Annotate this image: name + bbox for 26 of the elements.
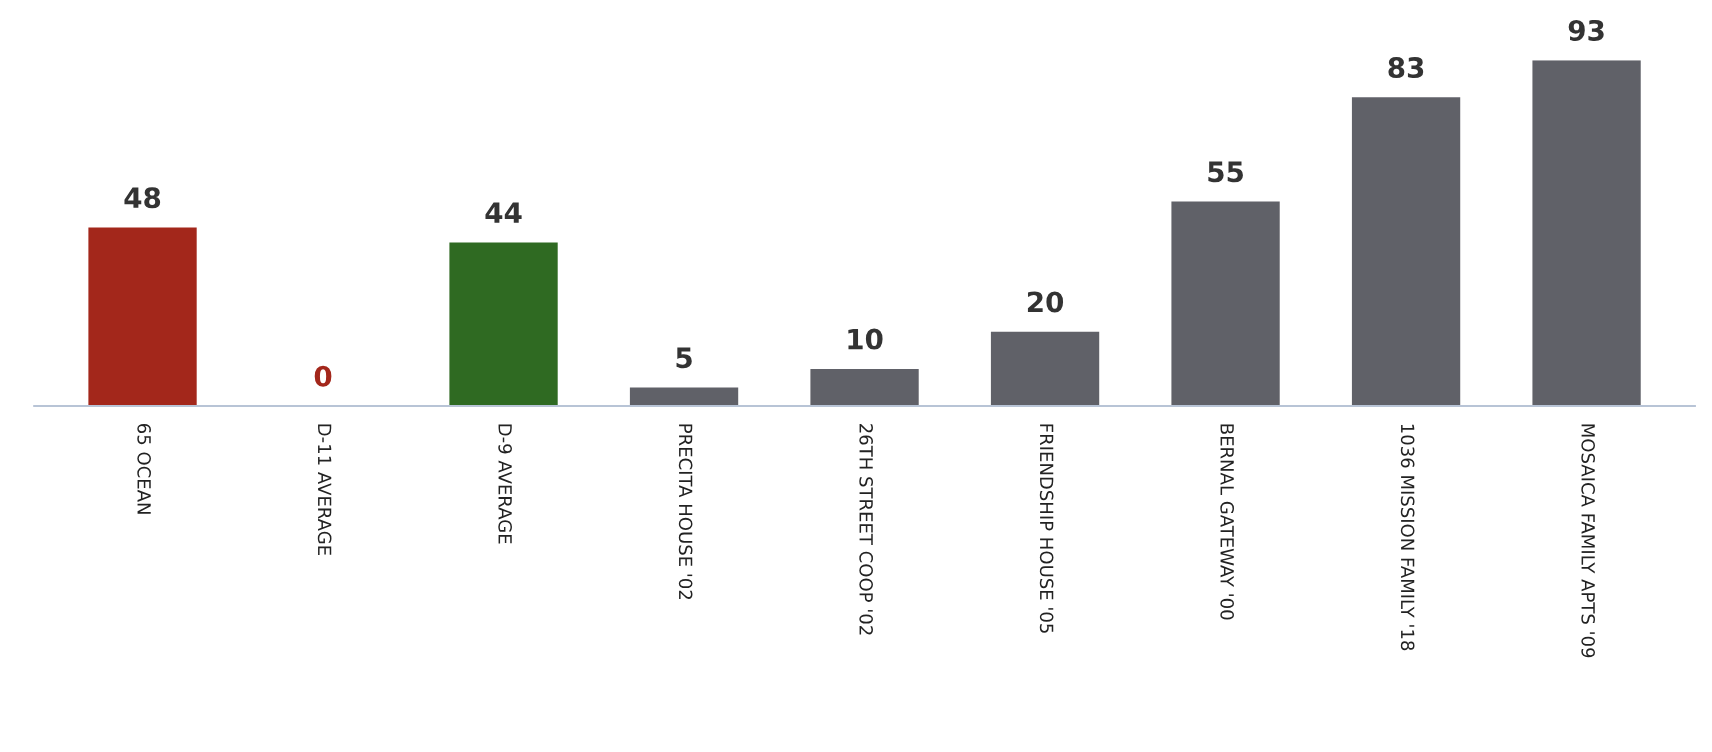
data-label: 48 bbox=[124, 187, 161, 209]
data-label: 44 bbox=[485, 202, 522, 223]
bar bbox=[990, 331, 1100, 407]
x-tick-label: FRIENDSHIP HOUSE '05 bbox=[1039, 424, 1054, 633]
x-tick-label: 26TH STREET COOP '02 bbox=[859, 424, 873, 635]
x-tick-label: PRECITA HOUSE '02 bbox=[678, 424, 693, 599]
x-tick-label: 1036 MISSION FAMILY '18 bbox=[1400, 424, 1415, 651]
bar bbox=[629, 387, 739, 407]
x-tick-label: 65 OCEAN bbox=[137, 424, 151, 514]
bar bbox=[1351, 97, 1461, 407]
bar bbox=[449, 242, 558, 407]
bar bbox=[88, 227, 197, 407]
x-tick-label: BERNAL GATEWAY '00 bbox=[1220, 424, 1234, 620]
data-label: 5 bbox=[676, 347, 692, 369]
data-label: 20 bbox=[1027, 291, 1064, 313]
bar bbox=[810, 368, 919, 407]
bar bbox=[1171, 201, 1280, 407]
data-label: 10 bbox=[848, 328, 883, 350]
bar bbox=[1532, 60, 1641, 407]
x-tick-label: D-11 AVERAGE bbox=[317, 424, 332, 555]
data-label: 0 bbox=[314, 365, 332, 387]
x-tick-label: D-9 AVERAGE bbox=[498, 424, 512, 544]
data-label: 93 bbox=[1568, 19, 1604, 41]
x-tick-label: MOSAICA FAMILY APTS '09 bbox=[1581, 424, 1595, 658]
data-label: 55 bbox=[1208, 161, 1243, 183]
data-label: 83 bbox=[1388, 57, 1424, 79]
